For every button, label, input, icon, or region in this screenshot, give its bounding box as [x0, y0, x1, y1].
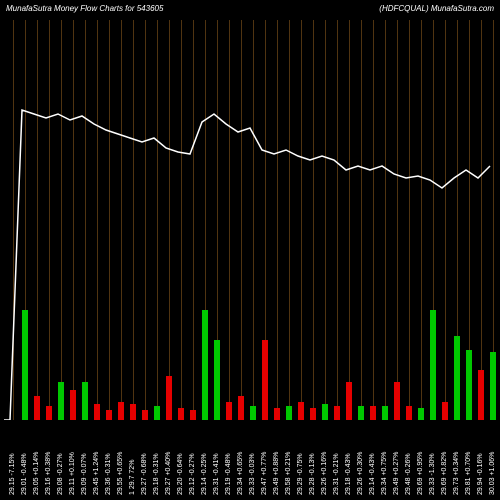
x-axis-label: 29.33 -1.30%: [429, 453, 436, 495]
x-axis-label: 29.20 -0.64%: [177, 453, 184, 495]
price-line: [0, 20, 500, 420]
x-axis-label: 29.58 +0.21%: [285, 452, 292, 495]
x-axis-label: 29.69 +0.95%: [417, 452, 424, 495]
x-axis-label: 29.34 +0.75%: [381, 452, 388, 495]
title-left: MunafaSutra Money Flow Charts for 543605: [0, 4, 163, 20]
x-axis-label: 29.34 +0.65%: [237, 452, 244, 495]
x-axis-label: 29.19 -0.48%: [225, 453, 232, 495]
x-axis-label: 29.16 +0.38%: [45, 452, 52, 495]
x-axis-label: 29.49 +0.27%: [393, 452, 400, 495]
x-axis-label: 29.94 -0.16%: [477, 453, 484, 495]
x-axis-label: 29.08 -0.27%: [57, 453, 64, 495]
x-axis-label: 30.03 +1.06%: [489, 452, 496, 495]
price-polyline: [4, 110, 490, 420]
x-axis-label: 29.18 -0.31%: [153, 453, 160, 495]
x-axis-label: 29.27 +0.40%: [165, 452, 172, 495]
x-axis-label: 1 29.7 72%: [129, 460, 136, 495]
x-axis-label: 29.33 -0.03%: [249, 453, 256, 495]
x-axis-label: 29.26 +0.16%: [321, 452, 328, 495]
x-axis-label: 29.49 +0.88%: [273, 452, 280, 495]
x-axis-label: 29.28 -0.13%: [309, 453, 316, 495]
x-axis-label: 29.81 +0.70%: [465, 452, 472, 495]
x-axis-label: 29.15 -7.15%: [9, 453, 16, 495]
x-axis-label: 29.11 +0.10%: [69, 452, 76, 495]
chart-header: MunafaSutra Money Flow Charts for 543605…: [0, 4, 500, 20]
x-axis-label: 29.73 +0.34%: [453, 452, 460, 495]
x-axis-labels: 29.15 -7.15% 29.01 -0.48% 29.05 +0.14% 29.1…: [0, 425, 500, 500]
x-axis-label: 29.01 -0.48%: [21, 453, 28, 495]
x-axis-label: 29.55 +0.65%: [117, 452, 124, 495]
x-axis-label: 29.45 +1.24%: [93, 452, 100, 495]
x-axis-label: 29.31 -0.21%: [333, 453, 340, 495]
x-axis-label: 29.18 -0.43%: [345, 453, 352, 495]
x-axis-label: 29.05 +0.14%: [33, 452, 40, 495]
title-right: (HDFCQUAL) MunafaSutra.com: [379, 4, 500, 20]
x-axis-label: 29.47 +0.77%: [261, 452, 268, 495]
chart-area: [0, 20, 500, 420]
x-axis-label: 29.48 -0.26%: [405, 453, 412, 495]
x-axis-label: 29.26 +0.30%: [357, 452, 364, 495]
x-axis-label: 29.31 -0.41%: [213, 453, 220, 495]
x-axis-label: 29.09 -0.07%: [81, 453, 88, 495]
x-axis-label: 29.69 +0.82%: [441, 452, 448, 495]
x-axis-label: 29.27 -0.68%: [141, 453, 148, 495]
x-axis-label: 29.14 -0.25%: [201, 453, 208, 495]
x-axis-label: 29.29 -0.75%: [297, 453, 304, 495]
x-axis-label: 29.14 -0.43%: [369, 453, 376, 495]
x-axis-label: 29.12 -0.27%: [189, 453, 196, 495]
x-axis-label: 29.36 -0.31%: [105, 453, 112, 495]
